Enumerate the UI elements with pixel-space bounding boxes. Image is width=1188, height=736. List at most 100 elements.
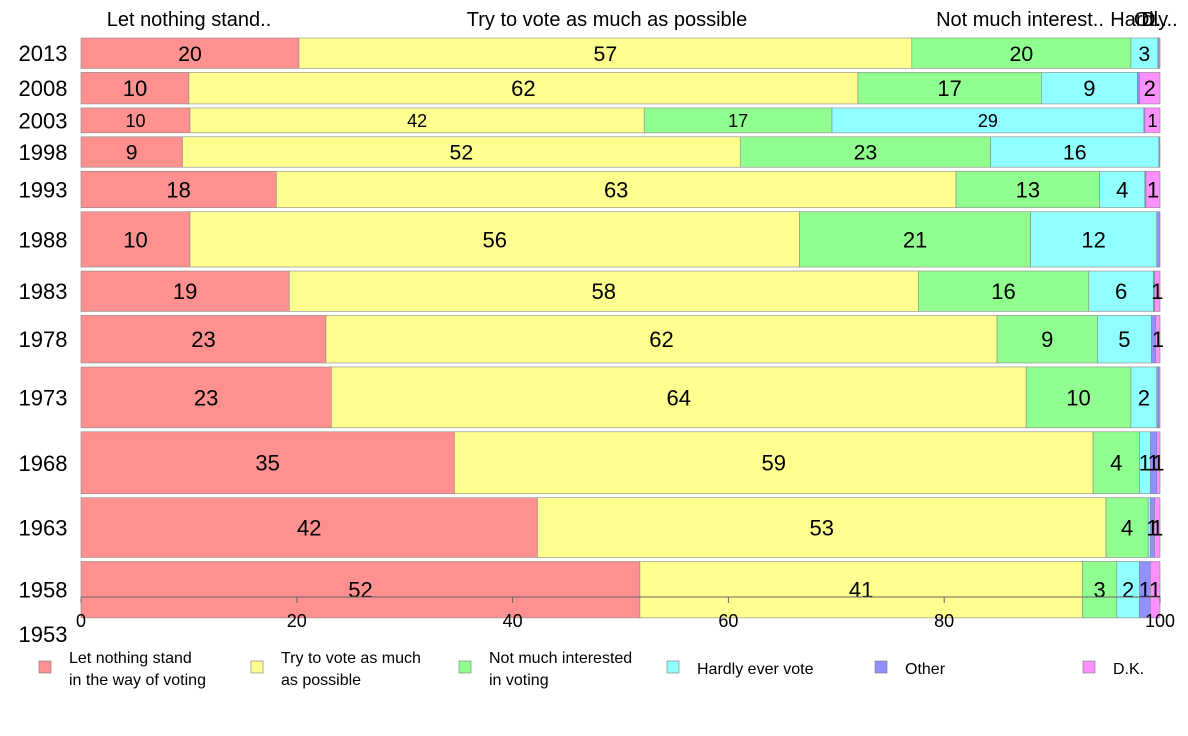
bar-segment xyxy=(639,561,1083,619)
x-tick-label: 100 xyxy=(1145,611,1175,631)
data-label: 1 xyxy=(1139,451,1151,476)
data-label: 1 xyxy=(1152,327,1164,352)
bar-segment xyxy=(1130,37,1159,69)
data-label: 18 xyxy=(166,177,190,202)
bar-segment xyxy=(1158,366,1161,429)
bar-segment xyxy=(80,107,191,134)
legend-label: D.K. xyxy=(1113,661,1144,678)
top-label: D.. xyxy=(1141,9,1167,31)
data-label: 13 xyxy=(1016,177,1040,202)
x-tick-label: 40 xyxy=(503,611,523,631)
year-label: 1978 xyxy=(19,327,68,352)
bar-segment xyxy=(1082,561,1118,619)
data-label: 23 xyxy=(194,385,218,410)
bar-segment xyxy=(643,107,833,134)
bar-segment xyxy=(918,270,1090,312)
bar-segment xyxy=(911,37,1132,69)
data-label: 19 xyxy=(173,279,197,304)
bar-segment xyxy=(799,211,1031,268)
data-label: 1 xyxy=(1147,177,1159,202)
x-tick-label: 0 xyxy=(76,611,86,631)
data-label: 12 xyxy=(1081,227,1105,252)
data-label: 3 xyxy=(1093,578,1105,603)
year-label: 1953 xyxy=(19,622,68,647)
bar-segment xyxy=(1139,72,1161,105)
bar-segment xyxy=(1137,72,1140,105)
data-label: 10 xyxy=(123,227,147,252)
legend-label: as possible xyxy=(281,672,361,689)
bar-segment xyxy=(537,497,1107,558)
legend-swatch xyxy=(874,660,888,674)
bar-row-1978: 1978 23 62 9 5 1 xyxy=(19,315,1164,364)
year-label: 1988 xyxy=(19,227,68,252)
data-label: 21 xyxy=(903,227,927,252)
data-label: 1 xyxy=(1152,451,1164,476)
data-label: 62 xyxy=(511,76,535,101)
data-label: 20 xyxy=(1010,42,1034,66)
legend-item: Not much interested in voting xyxy=(458,650,632,689)
top-label: Try to vote as much as possible xyxy=(467,9,748,31)
bar-row-1968: 1968 35 59 4 111 xyxy=(19,431,1165,495)
bar-segment xyxy=(275,170,957,209)
bar-row-1958: 1958 52 41 3 2 11 xyxy=(19,561,1161,619)
bar-segment xyxy=(80,431,455,495)
bar-row-1973: 1973 23 64 10 2 xyxy=(19,366,1161,429)
data-label: 35 xyxy=(255,451,279,476)
data-label: 1 xyxy=(1151,516,1163,541)
year-label: 1983 xyxy=(19,279,68,304)
bar-segment xyxy=(955,170,1100,209)
legend-item: Try to vote as much as possible xyxy=(250,650,421,689)
data-label: 4 xyxy=(1121,516,1133,541)
bar-segment xyxy=(325,315,998,364)
bar-segment xyxy=(1158,37,1161,69)
bar-segment xyxy=(80,366,332,429)
bar-segment xyxy=(189,211,800,268)
data-label: 52 xyxy=(450,141,474,165)
legend-item: Other xyxy=(874,660,946,678)
data-label: 42 xyxy=(407,111,427,131)
legend-swatch xyxy=(250,660,264,674)
legend-label: in the way of voting xyxy=(69,672,206,689)
data-label: 29 xyxy=(978,111,998,131)
bar-segment xyxy=(831,107,1145,134)
data-label: 58 xyxy=(592,279,616,304)
bar-segment xyxy=(996,315,1098,364)
bar-segment xyxy=(1158,136,1161,168)
bar-row-1988: 1988 10 56 21 12 xyxy=(19,211,1161,268)
year-label: 1963 xyxy=(19,516,68,541)
legend-label: Try to vote as much xyxy=(281,650,421,667)
data-label: 20 xyxy=(178,42,202,66)
data-label: 17 xyxy=(937,76,961,101)
year-label: 1968 xyxy=(19,451,68,476)
bar-segment xyxy=(1154,270,1161,312)
bar-row-1998: 1998 9 52 23 16 xyxy=(19,136,1161,168)
legend-item: Let nothing stand in the way of voting xyxy=(38,650,206,689)
data-label: 17 xyxy=(728,111,748,131)
legend-label: Let nothing stand xyxy=(69,650,192,667)
legend-label: Other xyxy=(905,661,946,678)
legend-label: Hardly ever vote xyxy=(697,661,814,678)
legend-item: Hardly ever vote xyxy=(666,660,814,678)
bar-segment xyxy=(857,72,1042,105)
bar-segment xyxy=(1154,497,1161,558)
bar-row-2008: 2008 10 62 17 9 2 xyxy=(19,72,1161,105)
data-label: 1 xyxy=(1149,578,1161,603)
data-label: 2 xyxy=(1122,578,1134,603)
legend: Let nothing stand in the way of voting Try… xyxy=(38,650,1144,689)
top-label: Let nothing stand.. xyxy=(107,9,272,31)
data-label: 16 xyxy=(991,279,1015,304)
data-label: 1 xyxy=(1139,578,1151,603)
data-label: 4 xyxy=(1110,451,1122,476)
data-label: 10 xyxy=(123,76,147,101)
data-label: 1 xyxy=(1151,279,1163,304)
bar-row-1953: 1953 xyxy=(19,622,68,647)
bar-segment xyxy=(331,366,1027,429)
data-label: 23 xyxy=(191,327,215,352)
data-label: 1 xyxy=(1147,111,1157,131)
legend-label: Not much interested xyxy=(489,650,632,667)
data-label: 42 xyxy=(297,516,321,541)
data-label: 10 xyxy=(125,111,145,131)
bar-segment xyxy=(80,211,191,268)
data-label: 16 xyxy=(1063,141,1087,165)
legend-swatch xyxy=(666,660,680,674)
